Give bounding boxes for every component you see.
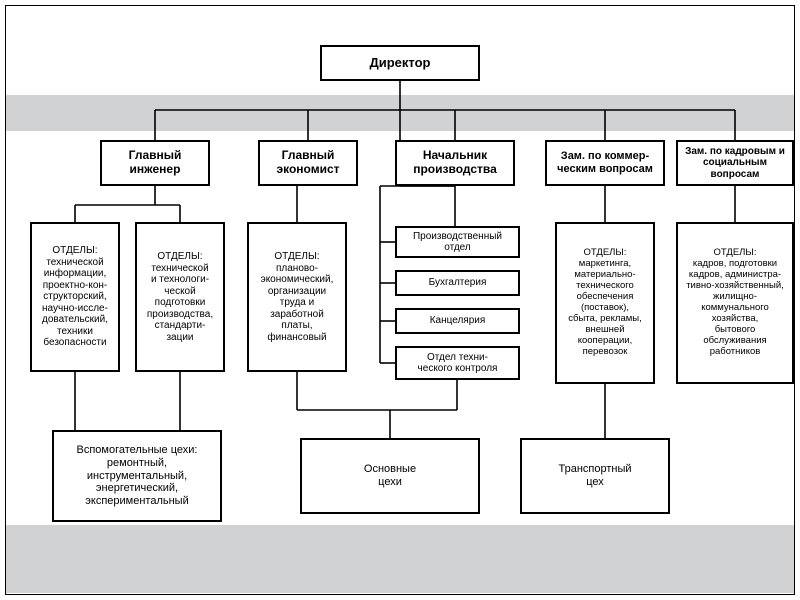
dept-engineer-tech: ОТДЕЛЫ:техническойи технологи-ческойподг… bbox=[135, 222, 225, 372]
band-bottom bbox=[6, 525, 794, 593]
dept-engineer-info: ОТДЕЛЫ:техническойинформации,проектно-ко… bbox=[30, 222, 120, 372]
node-label: Главныйинженер bbox=[129, 149, 182, 177]
node-chief-economist: Главныйэкономист bbox=[258, 140, 358, 186]
prod-sub-production: Производственныйотдел bbox=[395, 226, 520, 258]
prod-sub-label: Канцелярия bbox=[430, 315, 486, 327]
prod-sub-label: Отдел техни-ческого контроля bbox=[418, 352, 498, 375]
node-root-label: Директор bbox=[369, 56, 430, 71]
node-root: Директор bbox=[320, 45, 480, 81]
prod-sub-label: Бухгалтерия bbox=[429, 277, 487, 289]
node-label: Начальникпроизводства bbox=[413, 149, 497, 177]
dept-label: ОТДЕЛЫ:маркетинга,материально-техническо… bbox=[568, 248, 641, 357]
node-label: Зам. по кадровым исоциальным вопросам bbox=[681, 146, 789, 181]
bottom-label: Транспортныйцех bbox=[558, 463, 631, 488]
bottom-label: Вспомогательные цехи:ремонтный,инструмен… bbox=[77, 444, 198, 507]
band-top bbox=[6, 95, 794, 131]
dept-label: ОТДЕЛЫ:кадров, подготовкикадров, админис… bbox=[686, 248, 784, 357]
dept-label: ОТДЕЛЫ:техническойинформации,проектно-ко… bbox=[42, 245, 108, 349]
dept-hr: ОТДЕЛЫ:кадров, подготовкикадров, админис… bbox=[676, 222, 794, 384]
node-deputy-hr: Зам. по кадровым исоциальным вопросам bbox=[676, 140, 794, 186]
prod-sub-qc: Отдел техни-ческого контроля bbox=[395, 346, 520, 380]
dept-economist: ОТДЕЛЫ:планово-экономический,организации… bbox=[247, 222, 347, 372]
node-label: Главныйэкономист bbox=[276, 149, 339, 177]
bottom-label: Основныецехи bbox=[364, 463, 416, 488]
node-label: Зам. по коммер-ческим вопросам bbox=[557, 150, 653, 175]
prod-sub-accounting: Бухгалтерия bbox=[395, 270, 520, 296]
node-aux-shops: Вспомогательные цехи:ремонтный,инструмен… bbox=[52, 430, 222, 522]
node-main-shops: Основныецехи bbox=[300, 438, 480, 514]
dept-label: ОТДЕЛЫ:планово-экономический,организации… bbox=[261, 251, 334, 343]
node-transport-shop: Транспортныйцех bbox=[520, 438, 670, 514]
node-deputy-commercial: Зам. по коммер-ческим вопросам bbox=[545, 140, 665, 186]
dept-commercial: ОТДЕЛЫ:маркетинга,материально-техническо… bbox=[555, 222, 655, 384]
node-production-head: Начальникпроизводства bbox=[395, 140, 515, 186]
prod-sub-office: Канцелярия bbox=[395, 308, 520, 334]
node-chief-engineer: Главныйинженер bbox=[100, 140, 210, 186]
prod-sub-label: Производственныйотдел bbox=[413, 231, 502, 254]
dept-label: ОТДЕЛЫ:техническойи технологи-ческойподг… bbox=[147, 251, 213, 343]
